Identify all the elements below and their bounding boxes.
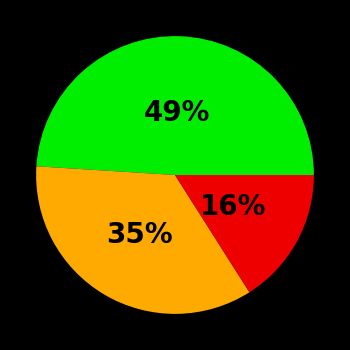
Text: 16%: 16% — [200, 193, 267, 221]
Text: 49%: 49% — [144, 99, 210, 127]
Wedge shape — [36, 166, 250, 314]
Wedge shape — [36, 36, 314, 175]
Text: 35%: 35% — [106, 221, 173, 249]
Wedge shape — [175, 175, 314, 292]
